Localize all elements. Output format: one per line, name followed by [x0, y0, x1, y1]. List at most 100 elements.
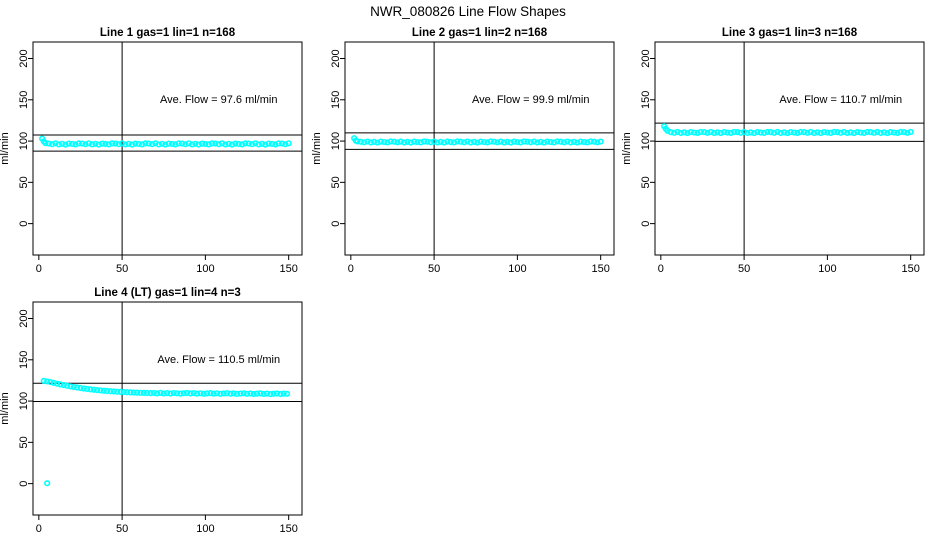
data-point	[691, 129, 698, 136]
data-point	[140, 389, 147, 396]
y-tick-label: 0	[640, 221, 652, 227]
data-point	[381, 138, 388, 146]
data-point	[99, 140, 106, 147]
x-tick-label: 0	[658, 263, 664, 275]
data-point	[900, 129, 908, 136]
data-point	[480, 138, 488, 146]
y-tick-label: 200	[18, 309, 30, 327]
data-point	[824, 129, 831, 136]
data-point	[47, 378, 54, 386]
data-point	[120, 388, 127, 396]
y-tick-label: 50	[18, 176, 30, 188]
data-point	[744, 129, 751, 137]
main-title: NWR_080826 Line Flow Shapes	[370, 4, 566, 19]
data-point	[142, 140, 149, 147]
data-point	[837, 129, 844, 136]
data-point	[129, 141, 136, 148]
data-point	[597, 138, 604, 145]
data-point	[371, 138, 378, 145]
y-axis: 0 50 100 150 200	[640, 49, 655, 227]
data-point	[794, 129, 801, 136]
data-point	[250, 390, 257, 398]
data-point	[227, 390, 234, 397]
data-point	[807, 128, 814, 136]
data-point	[143, 389, 151, 397]
data-point	[830, 128, 838, 136]
data-point	[218, 140, 226, 147]
data-point	[238, 141, 246, 148]
data-point	[834, 129, 841, 136]
data-point	[377, 138, 384, 145]
data-point	[364, 138, 371, 145]
data-point	[112, 140, 119, 147]
data-point	[757, 129, 764, 136]
data-point	[247, 390, 254, 397]
data-point	[258, 140, 266, 147]
data-point	[72, 141, 79, 148]
data-point	[784, 129, 791, 137]
data-point	[54, 380, 61, 387]
data-point	[44, 378, 51, 385]
data-point	[734, 129, 741, 136]
data-point	[150, 389, 157, 397]
data-point	[242, 140, 249, 147]
chart-svg: Line 4 (LT) gas=1 lin=4 n=3 0 50 100 150 0 50 1…	[0, 287, 303, 535]
data-point	[125, 140, 132, 147]
data-point	[540, 139, 548, 146]
data-point	[280, 390, 287, 397]
data-point	[780, 129, 788, 136]
data-point	[707, 128, 714, 136]
y-tick-label: 0	[18, 481, 30, 487]
data-point	[158, 140, 166, 147]
data-point	[168, 140, 176, 148]
avg-flow-annotation: Ave. Flow = 110.7 ml/min	[779, 94, 902, 106]
data-point	[417, 139, 424, 146]
data-point	[904, 129, 911, 136]
data-point	[770, 129, 778, 136]
x-tick-label: 100	[196, 523, 214, 535]
panel-title: Line 2 gas=1 lin=2 n=168	[412, 27, 548, 39]
data-point	[198, 140, 206, 147]
data-point	[59, 140, 66, 147]
data-point	[564, 138, 571, 145]
data-point	[267, 390, 274, 398]
data-point	[213, 390, 221, 397]
data-point	[570, 138, 578, 145]
avg-flow-annotation: Ave. Flow = 97.6 ml/min	[160, 94, 277, 106]
data-point	[153, 390, 161, 397]
data-point	[504, 138, 511, 145]
data-point	[790, 129, 798, 136]
data-point	[220, 390, 227, 397]
data-point	[79, 140, 86, 147]
data-point	[104, 387, 111, 395]
data-point	[494, 139, 501, 146]
x-axis: 0 50 100 150	[36, 255, 298, 275]
data-point	[907, 128, 914, 136]
data-point	[180, 390, 187, 397]
data-point	[887, 128, 894, 136]
data-point	[223, 390, 231, 397]
y-axis-label: ml/min	[0, 132, 11, 164]
data-point	[767, 129, 774, 136]
data-point	[122, 141, 129, 148]
plot-box	[344, 41, 615, 256]
y-axis: 0 50 100 150 200	[330, 49, 345, 227]
x-tick-label: 150	[591, 263, 609, 275]
data-point	[470, 138, 478, 145]
y-tick-label: 100	[18, 392, 30, 410]
data-point	[195, 141, 202, 148]
data-point	[190, 390, 197, 397]
data-point	[160, 390, 167, 397]
data-point	[777, 129, 784, 137]
data-point	[67, 383, 74, 390]
y-tick-label: 100	[330, 132, 342, 150]
data-point	[500, 139, 508, 146]
data-point	[520, 138, 528, 145]
data-point	[135, 140, 142, 148]
data-point	[282, 141, 289, 148]
data-point	[138, 141, 146, 148]
data-point	[427, 139, 434, 146]
data-point	[233, 390, 241, 397]
data-point	[253, 390, 261, 397]
y-tick-label: 150	[640, 91, 652, 109]
